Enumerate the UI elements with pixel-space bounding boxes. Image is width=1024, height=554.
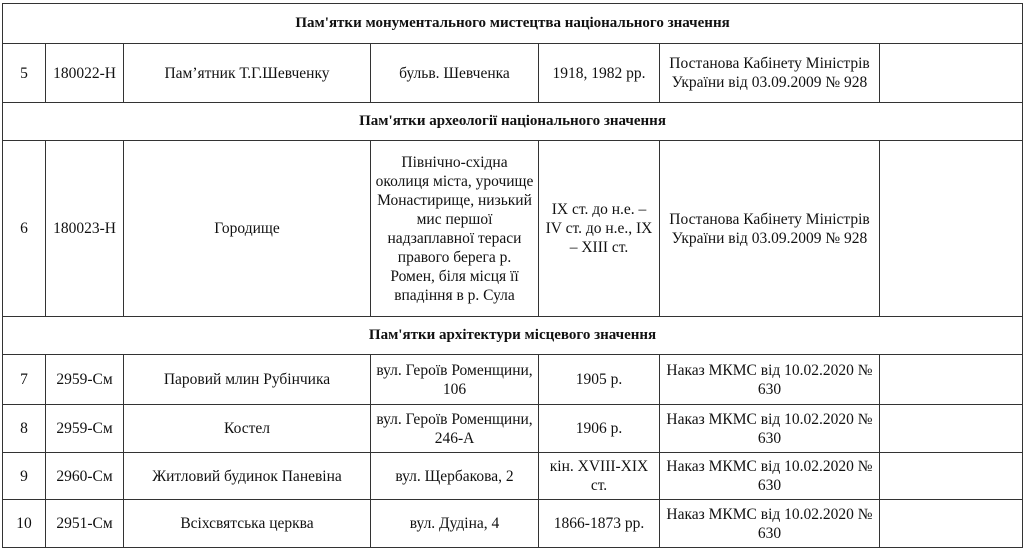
cell-address: бульв. Шевченка: [370, 43, 539, 103]
cell-code: 2951-См: [45, 499, 124, 548]
cell-num: 8: [2, 404, 46, 453]
cell-address: вул. Героїв Роменщини, 246-А: [370, 404, 539, 453]
cell-date: 1866-1873 рр.: [538, 499, 660, 548]
table-row: 5 180022-Н Пам’ятник Т.Г.Шевченку бульв. Ше…: [2, 43, 1024, 103]
cell-date: кін. XVIII-XIX ст.: [538, 452, 660, 500]
section-title: Пам'ятки монументального мистецтва націо…: [1, 3, 1024, 44]
cell-document: Наказ МКМС від 10.02.2020 № 630: [659, 404, 880, 453]
monuments-table: Пам'ятки монументального мистецтва націо…: [1, 3, 1024, 548]
cell-address: вул. Щербакова, 2: [370, 452, 539, 500]
cell-document: Постанова Кабінету Міністрів України від…: [659, 140, 880, 317]
cell-code: 2960-См: [45, 452, 124, 500]
table-row: 7 2959-См Паровий млин Рубінчика вул. Герої…: [2, 354, 1024, 405]
table-row: 8 2959-См Костел вул. Героїв Роменщини, 246…: [2, 404, 1024, 453]
cell-note: [878, 354, 1024, 405]
cell-document: Наказ МКМС від 10.02.2020 № 630: [659, 499, 880, 548]
cell-name: Всіхсвятська церква: [123, 499, 371, 548]
cell-name: Костел: [123, 404, 371, 453]
cell-date: 1918, 1982 рр.: [538, 43, 660, 103]
cell-address: вул. Дудіна, 4: [370, 499, 539, 548]
cell-code: 180023-Н: [45, 140, 124, 317]
cell-address: Північно-східна околиця міста, урочище М…: [370, 140, 539, 317]
cell-note: [878, 43, 1024, 103]
cell-date: 1905 р.: [538, 354, 660, 405]
cell-note: [878, 404, 1024, 453]
cell-num: 10: [2, 499, 46, 548]
cell-num: 5: [2, 43, 46, 103]
section-header-row: Пам'ятки монументального мистецтва націо…: [1, 3, 1024, 44]
section-title: Пам'ятки археології національного значен…: [1, 102, 1024, 141]
cell-note: [878, 452, 1024, 500]
cell-name: Городище: [123, 140, 371, 317]
cell-code: 180022-Н: [45, 43, 124, 103]
cell-num: 6: [2, 140, 46, 317]
cell-note: [878, 140, 1024, 317]
cell-note: [878, 499, 1024, 548]
cell-name: Пам’ятник Т.Г.Шевченку: [123, 43, 371, 103]
cell-num: 9: [2, 452, 46, 500]
section-title: Пам'ятки архітектури місцевого значення: [1, 316, 1024, 355]
cell-document: Постанова Кабінету Міністрів України від…: [659, 43, 880, 103]
cell-document: Наказ МКМС від 10.02.2020 № 630: [659, 354, 880, 405]
section-header-row: Пам'ятки археології національного значен…: [1, 102, 1024, 141]
cell-num: 7: [2, 354, 46, 405]
cell-code: 2959-См: [45, 354, 124, 405]
cell-date: ІХ ст. до н.е. – IV ст. до н.е., ІХ – ХІ…: [538, 140, 660, 317]
cell-code: 2959-См: [45, 404, 124, 453]
cell-date: 1906 р.: [538, 404, 660, 453]
section-header-row: Пам'ятки архітектури місцевого значення: [1, 316, 1024, 355]
table-row: 10 2951-См Всіхсвятська церква вул. Дудіна,…: [2, 499, 1024, 548]
table-row: 6 180023-Н Городище Північно-східна околиця…: [2, 140, 1024, 317]
cell-name: Житловий будинок Паневіна: [123, 452, 371, 500]
cell-document: Наказ МКМС від 10.02.2020 № 630: [659, 452, 880, 500]
table-row: 9 2960-См Житловий будинок Паневіна вул. Ще…: [2, 452, 1024, 500]
cell-name: Паровий млин Рубінчика: [123, 354, 371, 405]
cell-address: вул. Героїв Роменщини, 106: [370, 354, 539, 405]
